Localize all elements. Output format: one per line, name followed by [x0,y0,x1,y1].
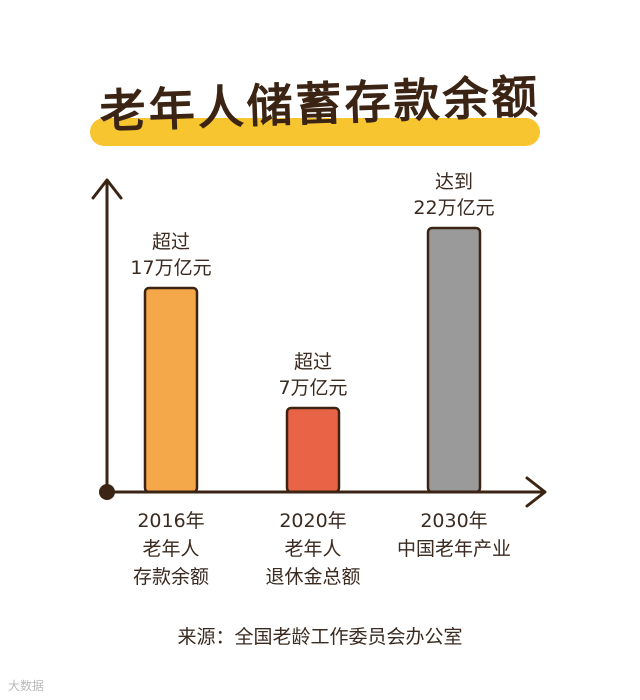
category-2-label-line-3: 退休金总额 [265,566,360,588]
title-highlight [90,118,540,146]
bar-2-annotation-line-1: 超过 [294,351,332,373]
bar-2 [285,406,341,494]
category-1-label-line-2: 老年人 [142,538,199,560]
bar-3-annotation-line-2: 22万亿元 [413,197,494,219]
title-area: 老年人储蓄存款余额 [0,60,640,150]
y-axis-arrow [91,178,123,200]
category-2-label-line-2: 老年人 [284,538,341,560]
bar-1-annotation-line-2: 17万亿元 [130,257,211,279]
bar-3 [426,226,482,494]
bar-1-annotation-line-1: 超过 [152,231,190,253]
bar-3-annotation-line-1: 达到 [435,171,473,193]
category-3-label-line-1: 2030年 [420,510,487,532]
category-1-label-line-1: 2016年 [137,510,204,532]
bar-2-annotation-line-2: 7万亿元 [278,377,347,399]
category-1-label-line-3: 存款余额 [133,566,209,588]
watermark-logo: 大数据 [8,679,45,693]
origin-dot [99,484,115,500]
category-2-label-line-1: 2020年 [279,510,346,532]
category-3-label-line-2: 中国老年产业 [397,538,511,560]
x-axis-arrow [525,476,547,508]
source-note: 来源：全国老龄工作委员会办公室 [177,626,463,648]
bar-1 [143,286,199,494]
